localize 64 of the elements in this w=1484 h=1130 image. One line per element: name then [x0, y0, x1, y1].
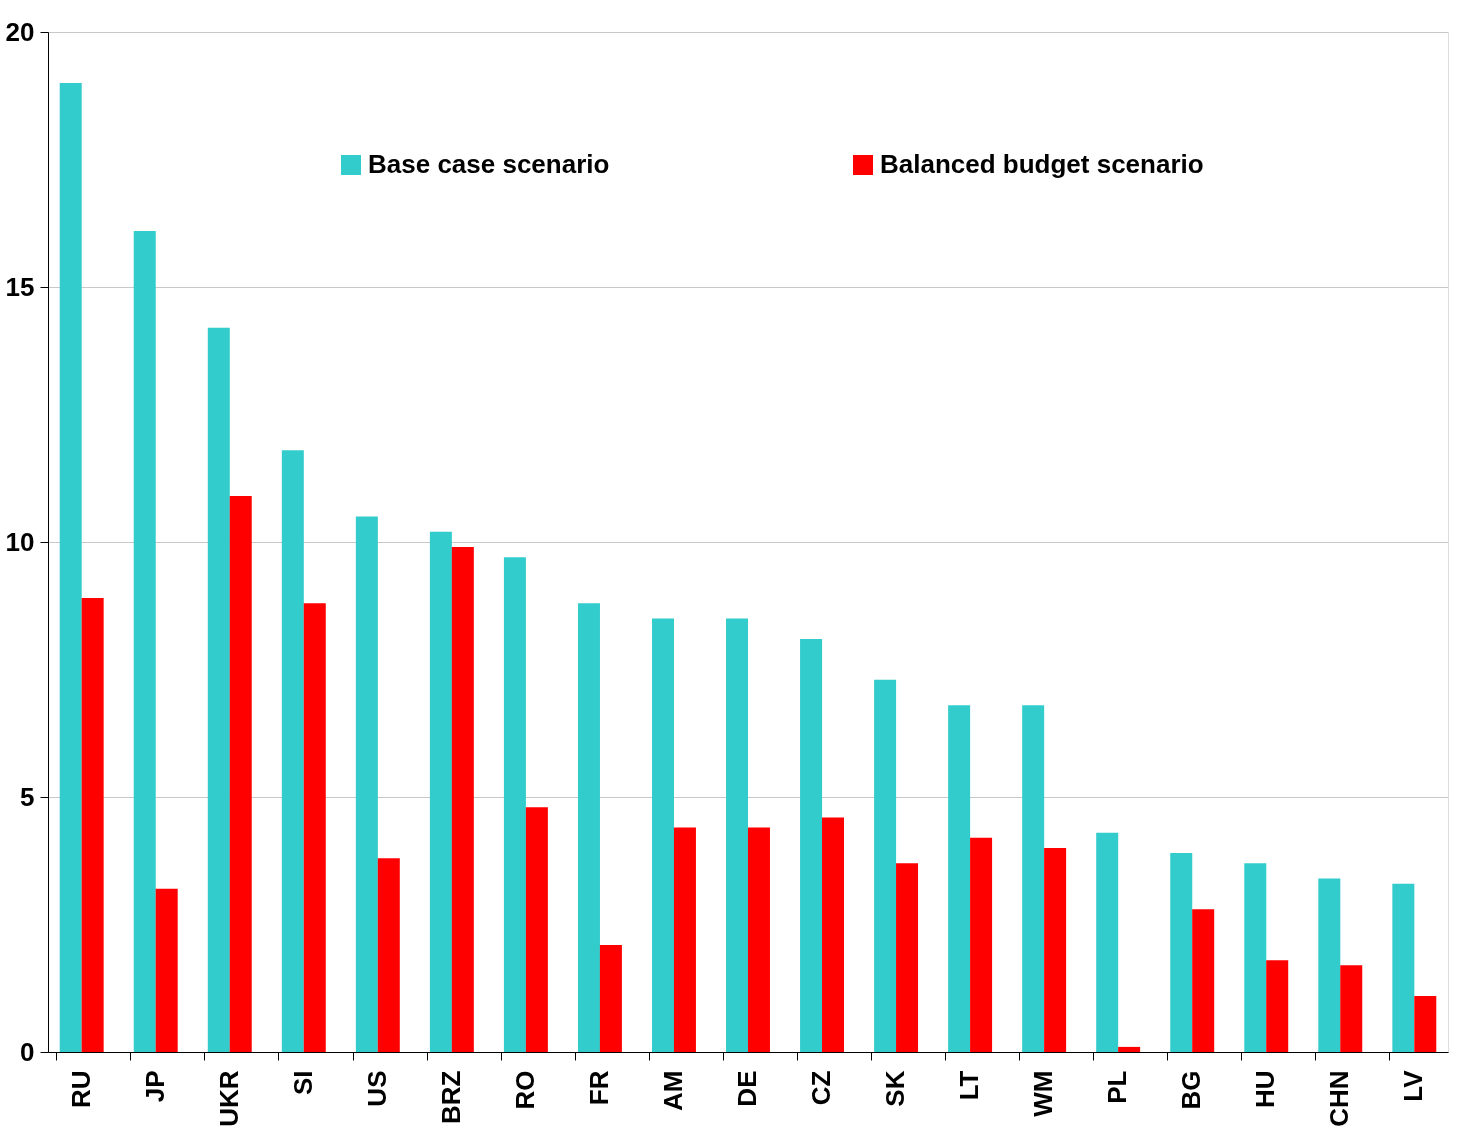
x-tick-label: LT	[954, 1070, 985, 1101]
x-tick-label: JP	[139, 1070, 170, 1103]
y-tick-label: 15	[5, 271, 35, 302]
x-tick-label: UKR	[213, 1070, 244, 1127]
bar	[1022, 705, 1045, 1052]
bar	[81, 598, 104, 1052]
bar	[1044, 848, 1067, 1052]
bar	[1340, 965, 1363, 1052]
bar	[451, 547, 474, 1052]
x-tick-label: WM	[1028, 1070, 1059, 1117]
legend-label: Balanced budget scenario	[880, 149, 1204, 179]
bar	[896, 863, 919, 1052]
bar	[577, 603, 600, 1052]
x-tick-label: DE	[732, 1070, 762, 1107]
x-tick-label: CZ	[806, 1070, 837, 1106]
y-tick-label: 20	[5, 16, 35, 47]
bar	[1170, 853, 1193, 1052]
y-tick-label: 10	[5, 526, 35, 557]
x-tick-label: BG	[1176, 1070, 1207, 1110]
bar	[874, 679, 897, 1052]
bar	[673, 827, 696, 1052]
bar	[651, 618, 674, 1052]
bar	[429, 531, 452, 1052]
bar	[948, 705, 971, 1052]
bar	[355, 516, 378, 1052]
bar	[726, 618, 749, 1052]
x-tick-label: RO	[509, 1070, 540, 1110]
bar	[503, 557, 526, 1052]
bar	[1118, 1046, 1141, 1052]
bar	[155, 888, 178, 1052]
bar	[1318, 878, 1341, 1052]
bar	[970, 837, 993, 1052]
bar	[1192, 909, 1215, 1052]
y-tick-label: 0	[20, 1036, 35, 1067]
x-tick-label: BRZ	[435, 1070, 466, 1124]
bar	[207, 327, 230, 1052]
bar	[1096, 832, 1119, 1052]
x-tick-label: SK	[880, 1070, 911, 1107]
bar	[599, 944, 622, 1052]
bar	[303, 603, 326, 1052]
bar	[1392, 883, 1415, 1052]
x-tick-label: US	[361, 1070, 392, 1107]
legend-label: Base case scenario	[368, 149, 610, 179]
x-tick-label: SI	[287, 1070, 318, 1096]
bar	[1414, 995, 1437, 1052]
bar	[747, 827, 770, 1052]
bar	[377, 858, 400, 1052]
bar	[525, 807, 548, 1052]
x-tick-label: RU	[65, 1070, 96, 1109]
x-tick-label: CHN	[1324, 1070, 1355, 1127]
x-tick-label: LV	[1398, 1069, 1429, 1102]
x-tick-label: HU	[1250, 1070, 1281, 1109]
bar	[133, 230, 156, 1052]
bar	[822, 817, 845, 1052]
bar	[800, 638, 823, 1052]
bar	[1266, 960, 1289, 1052]
y-tick-label: 5	[20, 781, 35, 812]
x-tick-label: PL	[1102, 1070, 1133, 1104]
bar	[281, 450, 304, 1052]
bar	[59, 83, 82, 1052]
x-tick-label: AM	[657, 1070, 688, 1111]
x-tick-label: FR	[583, 1070, 614, 1106]
bar	[229, 496, 252, 1052]
bar	[1244, 863, 1267, 1052]
